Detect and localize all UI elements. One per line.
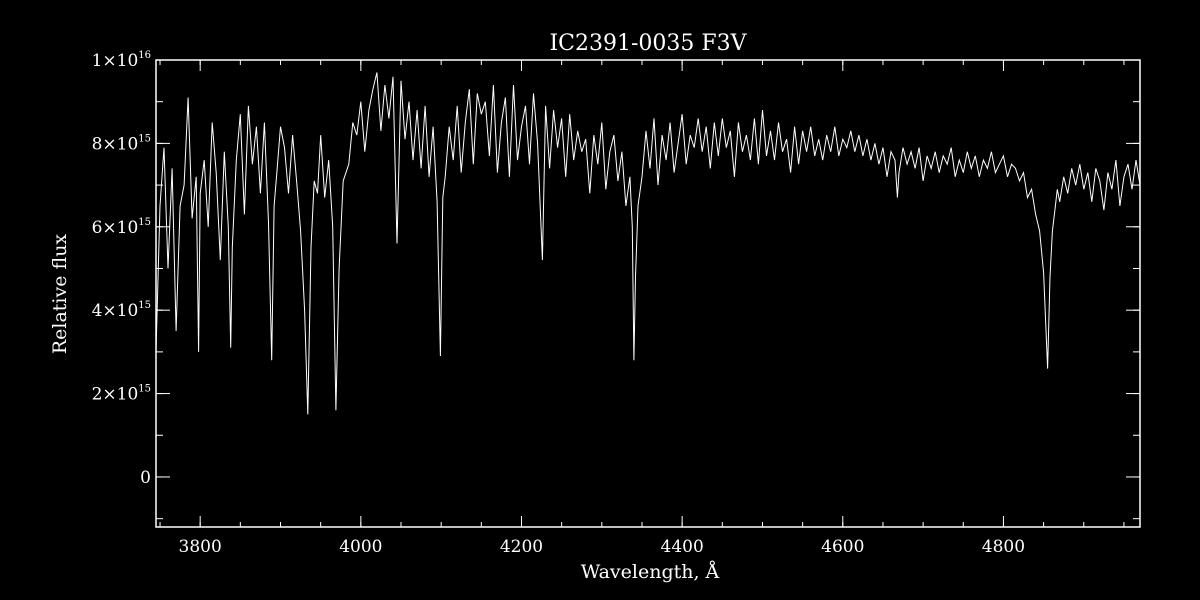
x-tick-label: 3800 xyxy=(179,537,222,557)
y-tick-exponent: 15 xyxy=(138,300,151,311)
y-tick-exponent: 15 xyxy=(138,133,151,144)
x-tick-label: 4800 xyxy=(982,537,1025,557)
y-tick-exponent: 15 xyxy=(138,217,151,228)
y-tick-mantissa: 2×10 xyxy=(92,385,139,405)
chart-title: IC2391-0035 F3V xyxy=(549,31,747,56)
y-tick-mantissa: 0 xyxy=(140,468,151,488)
y-tick-mantissa: 6×10 xyxy=(92,218,139,238)
x-tick-label: 4000 xyxy=(339,537,382,557)
x-tick-labels: 3800 4000 4200 4400 4600 4800 xyxy=(179,537,1026,557)
x-tick-label: 4400 xyxy=(661,537,704,557)
x-tick-label: 4600 xyxy=(821,537,864,557)
series-line-spectrum xyxy=(156,72,1140,415)
plot-frame xyxy=(155,59,1141,528)
y-tick-exponent: 16 xyxy=(138,50,151,61)
axis-ticks xyxy=(156,59,1140,527)
y-tick-label: 1×1016 xyxy=(92,50,151,71)
x-tick-label: 4200 xyxy=(500,537,543,557)
x-axis-label: Wavelength, Å xyxy=(581,561,720,583)
y-tick-exponent: 15 xyxy=(138,384,151,395)
y-tick-mantissa: 4×10 xyxy=(92,301,139,321)
y-axis-label: Relative flux xyxy=(49,234,71,355)
y-tick-label: 2×1015 xyxy=(92,384,151,405)
y-tick-label: 6×1015 xyxy=(92,217,151,238)
y-tick-label: 0 xyxy=(140,468,151,488)
y-tick-mantissa: 8×10 xyxy=(92,134,139,154)
y-tick-label: 8×1015 xyxy=(92,133,151,154)
y-tick-label: 4×1015 xyxy=(92,300,151,321)
y-tick-mantissa: 1×10 xyxy=(92,51,139,71)
